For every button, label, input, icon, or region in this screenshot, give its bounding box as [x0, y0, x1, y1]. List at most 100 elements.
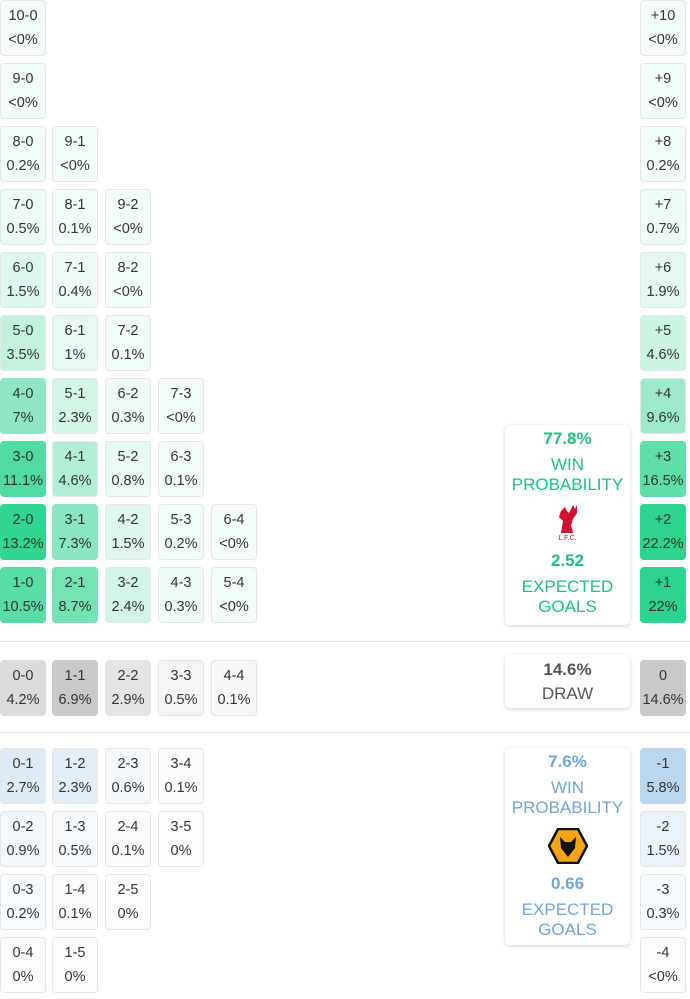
- home-win-score-cell[interactable]: 5-0 3.5%: [0, 315, 46, 371]
- home-win-score-cell[interactable]: 5-3 0.2%: [158, 504, 204, 560]
- scoreline: +10: [650, 8, 676, 24]
- home-win-score-cell[interactable]: 9-2 <0%: [105, 189, 151, 245]
- home-win-score-cell[interactable]: 9-1 <0%: [52, 126, 98, 182]
- home-win-score-cell[interactable]: 7-2 0.1%: [105, 315, 151, 371]
- home-win-score-cell[interactable]: 7-0 0.5%: [0, 189, 46, 245]
- probability: 1%: [64, 347, 86, 363]
- home-win-score-cell[interactable]: 6-2 0.3%: [105, 378, 151, 434]
- home-win-score-cell[interactable]: 3-1 7.3%: [52, 504, 98, 560]
- goals-label: GOALS: [538, 920, 597, 939]
- scoreline: 5-1: [64, 386, 86, 402]
- probability: 2.3%: [58, 410, 92, 426]
- home-win-score-cell[interactable]: 8-0 0.2%: [0, 126, 46, 182]
- away-win-score-cell[interactable]: 2-5 0%: [105, 874, 151, 930]
- draw-summary-card: 14.6% DRAW: [505, 655, 630, 708]
- home-win-score-cell[interactable]: 2-1 8.7%: [52, 567, 98, 623]
- home-win-score-cell[interactable]: +5 4.6%: [640, 315, 686, 371]
- probability: 0.1%: [58, 221, 92, 237]
- draw-score-cell[interactable]: 2-2 2.9%: [105, 660, 151, 716]
- liverpool-crest-icon: L.F.C.: [555, 503, 581, 545]
- away-win-score-cell[interactable]: -3 0.3%: [640, 874, 686, 930]
- draw-score-cell[interactable]: 0 14.6%: [640, 660, 686, 716]
- scoreline: 6-3: [170, 449, 192, 465]
- home-win-score-cell[interactable]: +8 0.2%: [640, 126, 686, 182]
- probability: 1.9%: [646, 284, 680, 300]
- away-win-score-cell[interactable]: 2-3 0.6%: [105, 748, 151, 804]
- scoreline: -4: [656, 945, 670, 961]
- scoreline: 6-2: [117, 386, 139, 402]
- probability: 1.5%: [6, 284, 40, 300]
- home-win-score-cell[interactable]: +6 1.9%: [640, 252, 686, 308]
- probability: 0.1%: [111, 843, 145, 859]
- away-win-score-cell[interactable]: -2 1.5%: [640, 811, 686, 867]
- scoreline: 1-5: [64, 945, 86, 961]
- probability: 0%: [12, 969, 34, 985]
- away-win-score-cell[interactable]: 0-3 0.2%: [0, 874, 46, 930]
- away-win-score-cell[interactable]: 2-4 0.1%: [105, 811, 151, 867]
- draw-score-cell[interactable]: 3-3 0.5%: [158, 660, 204, 716]
- home-win-score-cell[interactable]: 2-0 13.2%: [0, 504, 46, 560]
- away-win-score-cell[interactable]: -1 5.8%: [640, 748, 686, 804]
- away-win-score-cell[interactable]: 1-3 0.5%: [52, 811, 98, 867]
- home-win-score-cell[interactable]: 7-3 <0%: [158, 378, 204, 434]
- draw-score-cell[interactable]: 4-4 0.1%: [211, 660, 257, 716]
- away-win-score-cell[interactable]: -4 <0%: [640, 937, 686, 993]
- scoreline: 9-0: [12, 71, 34, 87]
- home-win-score-cell[interactable]: 3-2 2.4%: [105, 567, 151, 623]
- scoreline: 8-1: [64, 197, 86, 213]
- away-win-score-cell[interactable]: 1-5 0%: [52, 937, 98, 993]
- home-win-score-cell[interactable]: 5-2 0.8%: [105, 441, 151, 497]
- scoreline: +3: [654, 449, 672, 465]
- scoreline: +5: [654, 323, 672, 339]
- home-win-score-cell[interactable]: 6-1 1%: [52, 315, 98, 371]
- probability: 8.7%: [58, 599, 92, 615]
- home-win-score-cell[interactable]: +4 9.6%: [640, 378, 686, 434]
- away-win-score-cell[interactable]: 3-5 0%: [158, 811, 204, 867]
- home-win-score-cell[interactable]: 4-3 0.3%: [158, 567, 204, 623]
- probability: 14.6%: [642, 692, 684, 708]
- home-win-score-cell[interactable]: +10 <0%: [640, 0, 686, 56]
- home-win-score-cell[interactable]: 10-0 <0%: [0, 0, 46, 56]
- expected-label: EXPECTED: [521, 577, 614, 596]
- home-win-score-cell[interactable]: 8-1 0.1%: [52, 189, 98, 245]
- home-win-score-cell[interactable]: +1 22%: [640, 567, 686, 623]
- scoreline: 2-1: [64, 575, 86, 591]
- home-win-score-cell[interactable]: 4-2 1.5%: [105, 504, 151, 560]
- expected-label: EXPECTED: [521, 900, 614, 919]
- scoreline: 3-5: [170, 819, 192, 835]
- home-win-score-cell[interactable]: 3-0 11.1%: [0, 441, 46, 497]
- draw-score-cell[interactable]: 0-0 4.2%: [0, 660, 46, 716]
- home-win-score-cell[interactable]: 4-1 4.6%: [52, 441, 98, 497]
- home-win-score-cell[interactable]: +3 16.5%: [640, 441, 686, 497]
- home-win-score-cell[interactable]: +9 <0%: [640, 63, 686, 119]
- home-win-score-cell[interactable]: 4-0 7%: [0, 378, 46, 434]
- home-win-score-cell[interactable]: 9-0 <0%: [0, 63, 46, 119]
- away-win-score-cell[interactable]: 0-1 2.7%: [0, 748, 46, 804]
- home-win-score-cell[interactable]: +2 22.2%: [640, 504, 686, 560]
- scoreline: 6-4: [223, 512, 245, 528]
- away-win-score-cell[interactable]: 1-2 2.3%: [52, 748, 98, 804]
- scoreline: 3-1: [64, 512, 86, 528]
- away-win-score-cell[interactable]: 0-2 0.9%: [0, 811, 46, 867]
- home-win-score-cell[interactable]: 6-0 1.5%: [0, 252, 46, 308]
- away-win-score-cell[interactable]: 3-4 0.1%: [158, 748, 204, 804]
- scoreline: -1: [656, 756, 670, 772]
- probability: <0%: [8, 95, 38, 111]
- home-win-score-cell[interactable]: 5-1 2.3%: [52, 378, 98, 434]
- home-win-score-cell[interactable]: 6-4 <0%: [211, 504, 257, 560]
- scoreline: 3-4: [170, 756, 192, 772]
- probability: 22%: [648, 599, 678, 615]
- scoreline: 10-0: [8, 8, 38, 24]
- draw-score-cell[interactable]: 1-1 6.9%: [52, 660, 98, 716]
- away-win-score-cell[interactable]: 1-4 0.1%: [52, 874, 98, 930]
- scoreline: 2-0: [12, 512, 34, 528]
- home-win-score-cell[interactable]: +7 0.7%: [640, 189, 686, 245]
- home-win-score-cell[interactable]: 7-1 0.4%: [52, 252, 98, 308]
- home-win-score-cell[interactable]: 8-2 <0%: [105, 252, 151, 308]
- home-win-score-cell[interactable]: 1-0 10.5%: [0, 567, 46, 623]
- home-win-score-cell[interactable]: 6-3 0.1%: [158, 441, 204, 497]
- away-win-score-cell[interactable]: 0-4 0%: [0, 937, 46, 993]
- home-win-score-cell[interactable]: 5-4 <0%: [211, 567, 257, 623]
- scoreline: 1-0: [12, 575, 34, 591]
- probability: <0%: [60, 158, 90, 174]
